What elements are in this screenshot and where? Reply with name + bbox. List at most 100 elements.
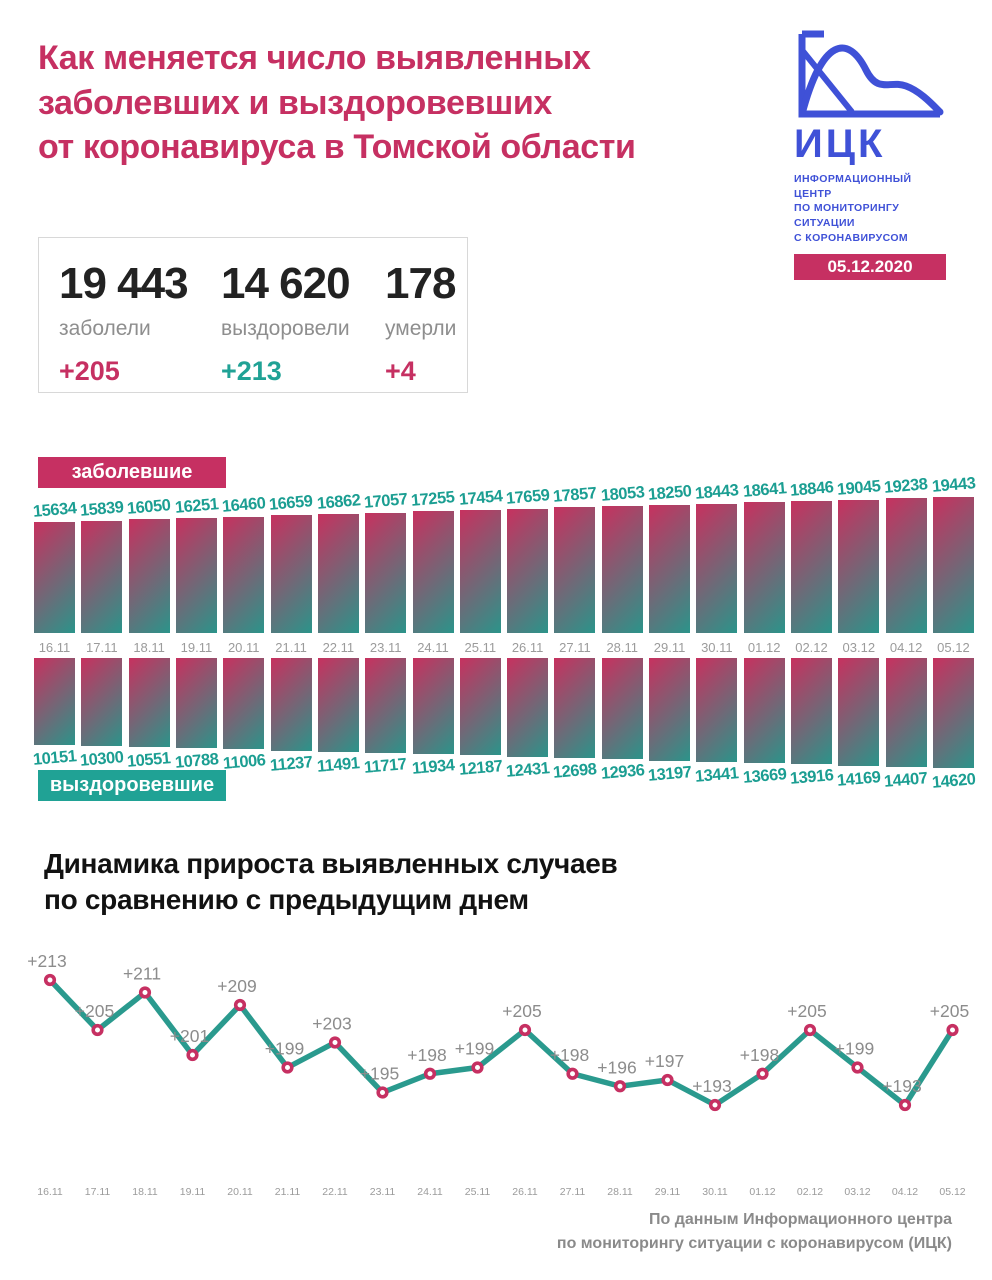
bar-column: 11237 [269,658,313,775]
bar-value-label: 11717 [363,755,408,777]
data-point-marker [898,1098,912,1112]
bar-date-label: 05.12 [937,640,970,655]
point-value-label: +205 [787,1001,826,1021]
bar-value-label: 10551 [126,749,172,771]
data-point-marker [851,1061,864,1074]
data-point-marker [233,998,247,1012]
bar-date-label: 18.11 [133,640,165,655]
bar-column: 16862 22.11 [315,491,361,656]
epidemic-curves-icon [798,30,944,118]
infected-chart-badge: заболевшие [38,457,226,488]
bar [412,658,454,754]
summary-stats-box: 19 443 заболели +205 14 620 выздоровели … [38,237,468,393]
daily-increase-line-chart: +213 16.11 +205 17.11 +211 18.11 +201 19.11 +209… [27,951,969,1198]
data-point-marker [613,1080,627,1093]
bar-date-label: 26.11 [511,640,544,655]
bar-column: 10300 [79,658,124,770]
bar-value-label: 16460 [221,494,267,516]
bar-value-label: 14620 [931,770,976,792]
bar-value-label: 12936 [599,761,645,783]
axis-date-label: 22.11 [322,1186,348,1198]
bar-value-label: 10151 [32,747,77,769]
bar [696,504,738,633]
bar [175,518,217,633]
bar-column: 17255 24.11 [411,488,456,656]
bar-column: 14169 [836,658,881,790]
bar-column: 14620 [931,658,976,792]
point-value-label: +205 [502,1001,541,1021]
bar-column: 10788 [174,658,219,772]
bar-column: 12187 [458,658,503,779]
bar [601,506,643,633]
bar-column: 18846 02.12 [789,478,834,656]
bar-column: 11717 [363,658,408,777]
bar-value-label: 19238 [883,475,929,497]
bar-column: 15634 16.11 [32,499,77,656]
data-point-marker [281,1061,294,1074]
data-point-marker [43,973,57,987]
bar-date-label: 28.11 [606,640,639,655]
data-point-marker [471,1061,484,1074]
bar [270,515,312,633]
bar-column: 16460 20.11 [221,494,267,656]
bar-date-label: 25.11 [464,640,497,655]
axis-date-label: 04.12 [892,1186,918,1198]
bar [81,658,123,746]
bar-value-label: 13669 [741,765,787,787]
data-point-marker [803,1023,817,1037]
axis-date-label: 27.11 [560,1186,586,1198]
bar-column: 13916 [789,658,834,788]
bar [34,658,75,745]
bar-value-label: 18846 [789,478,834,500]
bar-date-label: 16.11 [38,640,71,655]
bar [932,497,974,633]
point-value-label: +193 [692,1076,731,1096]
bar [791,501,832,633]
stat-label: выздоровели [221,317,350,340]
stat-deaths: 178 умерли +4 [385,262,465,392]
ick-logo: ИЦК ИНФОРМАЦИОННЫЙ ЦЕНТР ПО МОНИТОРИНГУ … [794,28,952,281]
axis-date-label: 28.11 [607,1186,633,1198]
stat-label: заболели [59,317,151,340]
bar-value-label: 14407 [883,769,929,791]
source-note: По данным Информационного центра по мони… [556,1211,952,1252]
stat-recovered: 14 620 выздоровели +213 [221,262,385,392]
bar-column: 18053 28.11 [600,483,645,656]
bar [365,658,407,753]
point-value-label: +209 [217,976,256,996]
bar-column: 16050 18.11 [127,496,172,656]
point-value-label: +203 [312,1014,351,1034]
axis-date-label: 18.11 [132,1186,158,1198]
bar [649,658,691,761]
bar-value-label: 15634 [32,499,77,521]
bar [507,509,549,633]
date-badge: 05.12.2020 [794,254,946,281]
point-value-label: +198 [740,1045,779,1065]
bar-date-label: 24.11 [417,640,449,655]
data-point-marker [138,986,152,999]
bar-value-label: 17857 [552,484,598,506]
bar-column: 13669 [741,658,787,787]
bar [838,658,880,766]
bar [743,658,785,763]
bar-column: 13441 [694,658,739,786]
logo-subtitle: ИНФОРМАЦИОННЫЙ ЦЕНТР ПО МОНИТОРИНГУ СИТУ… [794,173,912,244]
point-value-label: +197 [645,1051,684,1071]
bar-value-label: 16862 [315,491,361,513]
bar-column: 12698 [553,658,597,782]
point-value-label: +205 [930,1001,969,1021]
page-title: Как меняется число выявленных заболевших… [38,39,636,167]
axis-date-label: 05.12 [939,1186,965,1198]
bar-value-label: 19443 [931,474,976,496]
bar-value-label: 18250 [647,482,692,504]
bar-column: 18250 29.11 [647,482,692,656]
axis-date-label: 19.11 [180,1186,206,1198]
stat-value: 178 [385,259,456,308]
bar [743,502,785,633]
axis-date-label: 17.11 [85,1186,111,1198]
bar [81,521,123,633]
recovered-bar-chart: 10151 10300 10551 10788 11006 11237 11491 11717… [32,658,976,798]
point-value-label: +198 [550,1045,589,1065]
bar-column: 13197 [647,658,692,785]
stat-label: умерли [385,317,457,340]
